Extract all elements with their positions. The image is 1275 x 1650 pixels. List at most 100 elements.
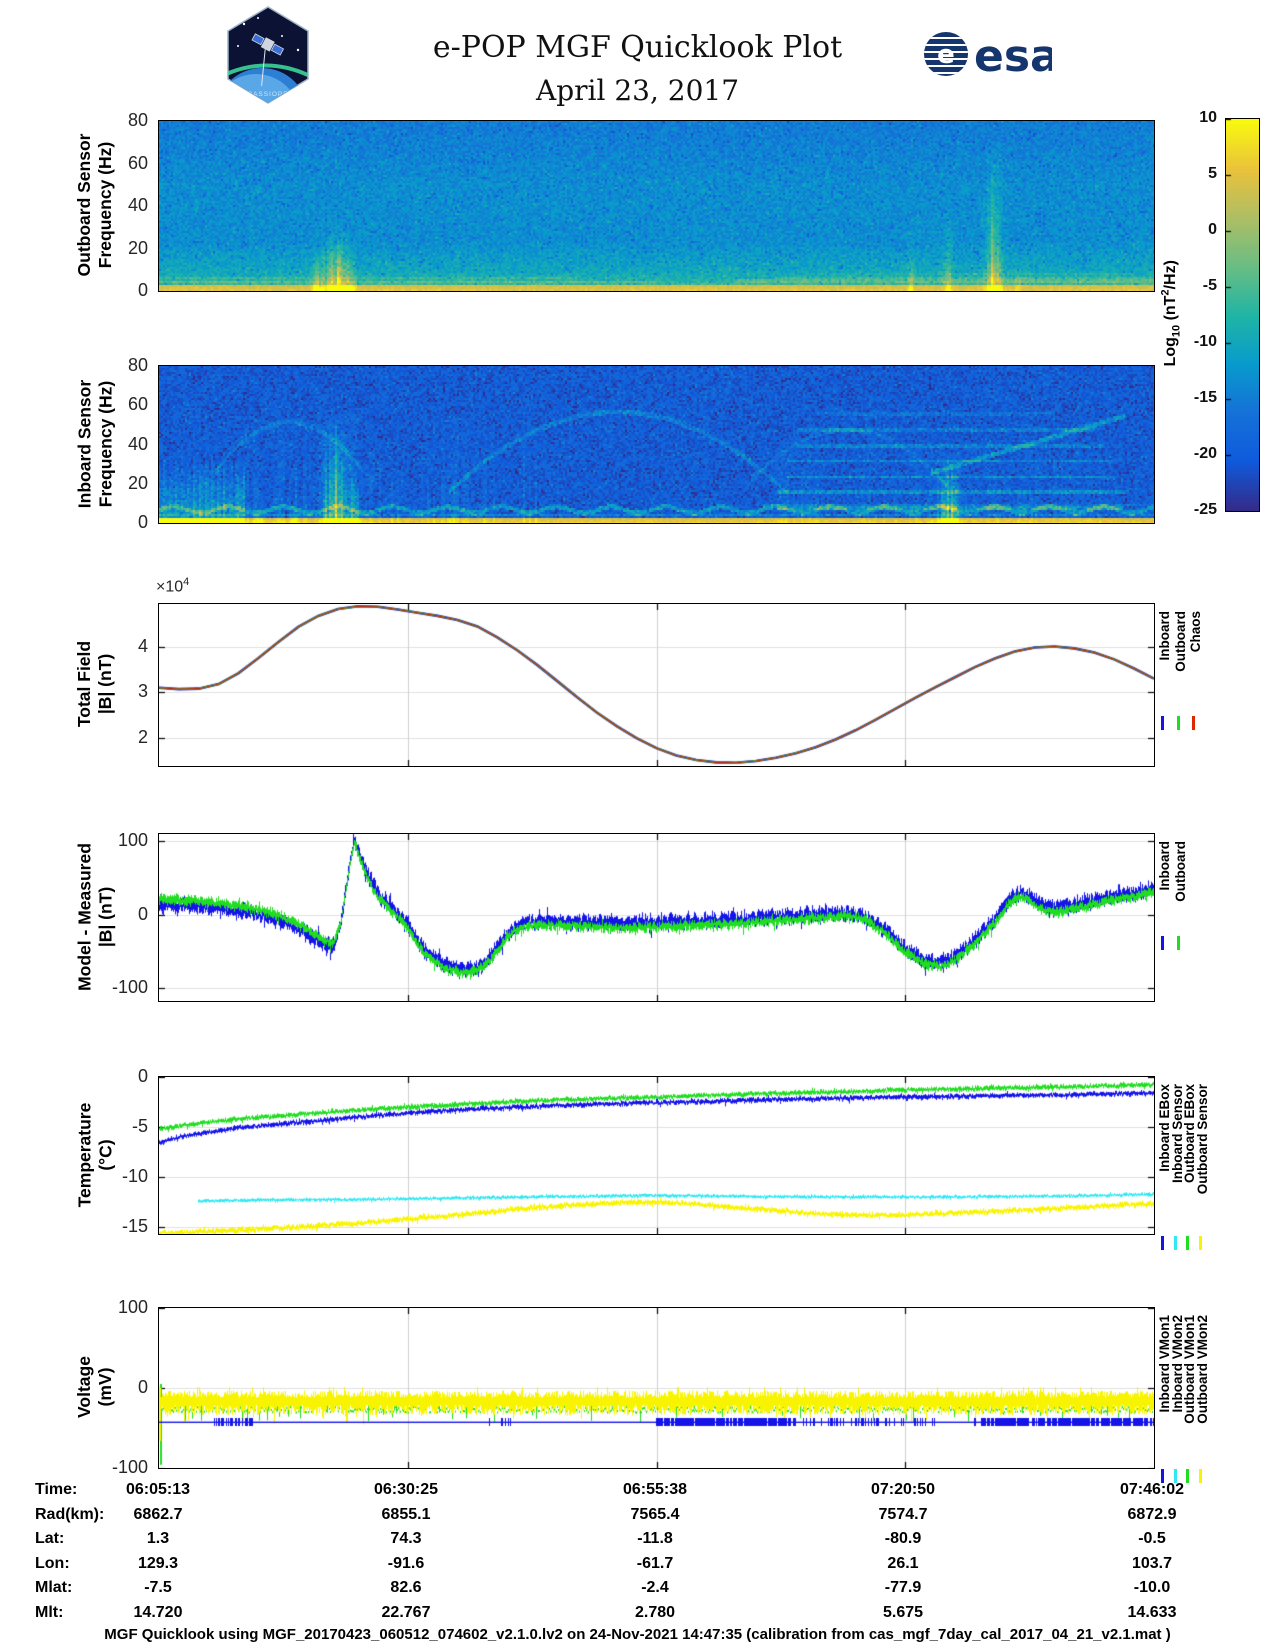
ephemeris-row-label: Lat: xyxy=(35,1530,65,1548)
legend-label: Inboard xyxy=(1157,611,1172,661)
inboard-spectrogram-plot xyxy=(158,365,1155,524)
y-tick-label: 100 xyxy=(117,830,148,851)
ephemeris-row-label: Rad(km): xyxy=(35,1505,105,1523)
ephemeris-value: 6862.7 xyxy=(133,1505,183,1523)
colorbar-label: Log10 (nT2/Hz) xyxy=(1159,260,1183,367)
legend-swatch xyxy=(1186,1236,1190,1250)
ephemeris-value: -80.9 xyxy=(884,1530,922,1548)
y-tick-label: -15 xyxy=(121,1216,148,1236)
ephemeris-value: -11.8 xyxy=(637,1530,673,1548)
ephemeris-value: 5.675 xyxy=(882,1604,924,1621)
y-tick-label: 20 xyxy=(127,472,148,493)
y-tick-label: 60 xyxy=(127,394,148,415)
total-field-exponent-label: ×104 xyxy=(156,576,190,596)
legend-swatch xyxy=(1192,716,1195,730)
y-tick-label: 4 xyxy=(137,635,148,656)
legend-swatch xyxy=(1161,1469,1164,1483)
legend-swatch xyxy=(1173,1469,1177,1483)
legend-label: Inboard xyxy=(1157,841,1172,891)
legend-label: Outboard xyxy=(1172,611,1188,672)
ephemeris-value: 6855.1 xyxy=(381,1505,431,1523)
legend-swatch xyxy=(1161,1236,1164,1250)
ephemeris-value: 06:05:13 xyxy=(125,1481,191,1498)
legend-label: Chaos xyxy=(1188,611,1203,653)
svg-text:e: e xyxy=(937,40,955,70)
ephemeris-value: 7565.4 xyxy=(630,1505,680,1523)
ephemeris-value: 82.6 xyxy=(390,1579,422,1597)
legend-swatch xyxy=(1186,1469,1190,1483)
legend-label: Outboard VMon2 xyxy=(1194,1315,1210,1424)
ephemeris-value: -77.9 xyxy=(884,1579,922,1597)
legend-swatch xyxy=(1161,936,1164,950)
ephemeris-value: 2.780 xyxy=(634,1604,676,1621)
model-measured-plot xyxy=(158,833,1155,1002)
voltage-plot xyxy=(158,1307,1155,1469)
ephemeris-value: 07:20:50 xyxy=(870,1481,936,1498)
esa-wordmark: esa xyxy=(974,31,1052,82)
colorbar-tick-label: -25 xyxy=(1193,501,1217,518)
colorbar xyxy=(1225,118,1260,512)
ephemeris-value: -91.6 xyxy=(387,1554,425,1572)
total-field-plot xyxy=(158,603,1155,767)
ephemeris-value: 26.1 xyxy=(887,1554,919,1572)
ephemeris-row-label: Mlt: xyxy=(35,1604,64,1621)
ephemeris-value: -7.5 xyxy=(144,1579,172,1597)
page-title: e-POP MGF Quicklook Plot xyxy=(432,30,843,65)
colorbar-tick-label: 10 xyxy=(1199,109,1217,126)
footer-note: MGF Quicklook using MGF_20170423_060512_… xyxy=(104,1626,1171,1643)
y-tick-label: 0 xyxy=(137,512,148,532)
colorbar-tick-label: 0 xyxy=(1208,221,1217,238)
colorbar-tick-label: -10 xyxy=(1193,333,1217,350)
legend-swatch xyxy=(1173,1236,1177,1250)
ephemeris-value: -0.5 xyxy=(1138,1530,1166,1548)
ephemeris-value: -61.7 xyxy=(636,1554,674,1572)
ephemeris-value: 06:55:38 xyxy=(622,1481,688,1498)
cassiope-mission-patch: CASSIOPE xyxy=(222,6,314,104)
y-tick-label: 0 xyxy=(137,1377,148,1397)
colorbar-tick-label: -15 xyxy=(1193,389,1217,406)
colorbar-tick-label: 5 xyxy=(1208,165,1217,182)
y-tick-label: 0 xyxy=(137,903,148,924)
y-tick-label: 60 xyxy=(127,152,148,173)
y-tick-label: 100 xyxy=(117,1297,148,1317)
y-tick-label: 40 xyxy=(127,195,148,215)
outboard-spectrogram-plot xyxy=(158,120,1155,292)
page-date: April 23, 2017 xyxy=(535,74,740,107)
ephemeris-value: 07:46:02 xyxy=(1119,1481,1185,1498)
esa-logo: e esa xyxy=(922,28,1060,82)
ephemeris-value: 103.7 xyxy=(1131,1554,1173,1572)
ephemeris-value: 1.3 xyxy=(146,1530,170,1548)
y-tick-label: -100 xyxy=(111,976,148,997)
colorbar-tick-label: -5 xyxy=(1202,277,1217,294)
y-tick-label: 2 xyxy=(137,727,148,748)
ephemeris-value: 06:30:25 xyxy=(373,1481,439,1498)
ephemeris-value: -10.0 xyxy=(1133,1579,1171,1597)
y-tick-label: 20 xyxy=(127,237,148,258)
ephemeris-row-label: Time: xyxy=(35,1481,78,1498)
y-tick-label: 80 xyxy=(127,355,148,375)
ephemeris-value: 6872.9 xyxy=(1127,1505,1177,1523)
y-tick-label: 0 xyxy=(137,280,148,300)
y-tick-label: 80 xyxy=(127,110,148,130)
legend-swatch xyxy=(1176,936,1180,950)
ephemeris-value: 129.3 xyxy=(137,1554,179,1572)
ephemeris-value: 14.720 xyxy=(133,1604,183,1621)
ephemeris-value: 7574.7 xyxy=(878,1505,928,1523)
legend-swatch xyxy=(1198,1236,1202,1250)
y-tick-label: -100 xyxy=(111,1457,148,1477)
ephemeris-row-label: Mlat: xyxy=(35,1579,73,1597)
ephemeris-row-label: Lon: xyxy=(35,1554,70,1572)
legend-label: Outboard Sensor xyxy=(1194,1084,1210,1195)
ephemeris-value: 14.633 xyxy=(1127,1604,1177,1621)
y-tick-label: 0 xyxy=(137,1066,148,1086)
legend-swatch xyxy=(1176,716,1180,730)
colorbar-tick-label: -20 xyxy=(1193,445,1217,462)
ephemeris-value: -2.4 xyxy=(641,1579,669,1597)
y-tick-label: 40 xyxy=(127,433,148,454)
patch-text: CASSIOPE xyxy=(247,91,288,98)
ephemeris-value: 22.767 xyxy=(381,1604,431,1621)
y-tick-label: 3 xyxy=(137,681,148,702)
legend-swatch xyxy=(1198,1469,1202,1483)
temperature-plot xyxy=(158,1076,1155,1235)
